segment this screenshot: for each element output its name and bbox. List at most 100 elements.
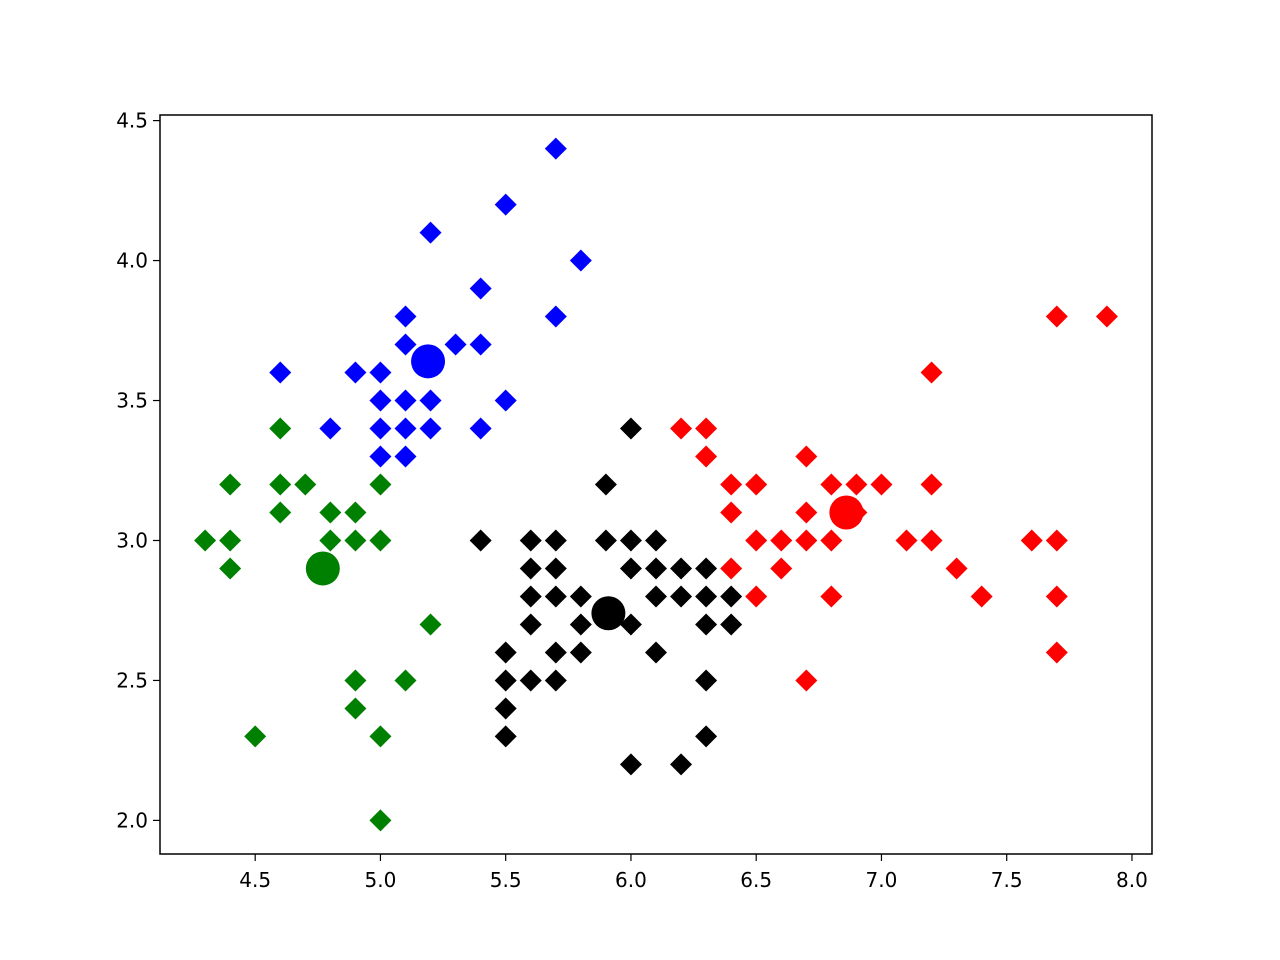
point: [419, 221, 442, 244]
point: [544, 669, 567, 692]
point: [394, 333, 417, 356]
point: [244, 725, 267, 748]
y-tick-label: 2.0: [116, 808, 148, 832]
point: [870, 473, 893, 496]
point: [795, 669, 818, 692]
point: [369, 361, 392, 384]
point: [219, 473, 242, 496]
point: [945, 557, 968, 580]
centroid: [305, 551, 340, 586]
point: [344, 501, 367, 524]
point: [544, 557, 567, 580]
point: [920, 473, 943, 496]
point: [419, 389, 442, 412]
point: [394, 305, 417, 328]
point: [695, 725, 718, 748]
plot-area: [194, 137, 1118, 832]
point: [670, 585, 693, 608]
point: [695, 445, 718, 468]
point: [494, 389, 517, 412]
point: [394, 389, 417, 412]
point: [269, 473, 292, 496]
point: [419, 613, 442, 636]
point: [670, 557, 693, 580]
point: [344, 529, 367, 552]
point: [269, 417, 292, 440]
point: [344, 361, 367, 384]
point: [1095, 305, 1118, 328]
point: [745, 473, 768, 496]
point: [444, 333, 467, 356]
point: [369, 725, 392, 748]
point: [795, 445, 818, 468]
point: [519, 557, 542, 580]
x-tick-label: 5.0: [365, 868, 397, 892]
point: [519, 669, 542, 692]
point: [544, 137, 567, 160]
point: [619, 613, 642, 636]
point: [1045, 529, 1068, 552]
point: [594, 529, 617, 552]
point: [720, 557, 743, 580]
point: [369, 809, 392, 832]
point: [319, 417, 342, 440]
point: [469, 529, 492, 552]
point: [469, 333, 492, 356]
point: [920, 361, 943, 384]
point: [369, 529, 392, 552]
point: [569, 249, 592, 272]
point: [1045, 585, 1068, 608]
point: [695, 417, 718, 440]
point: [720, 501, 743, 524]
point: [1020, 529, 1043, 552]
y-tick-label: 4.5: [116, 109, 148, 133]
point: [469, 277, 492, 300]
point: [645, 529, 667, 552]
point: [820, 529, 843, 552]
point: [795, 501, 818, 524]
point: [619, 417, 642, 440]
point: [645, 585, 667, 608]
centroid: [411, 344, 446, 379]
centroid: [829, 495, 864, 530]
point: [895, 529, 918, 552]
x-tick-label: 7.5: [991, 868, 1023, 892]
point: [645, 641, 667, 664]
point: [519, 585, 542, 608]
x-tick-label: 5.5: [490, 868, 522, 892]
point: [594, 473, 617, 496]
point: [619, 529, 642, 552]
point: [670, 417, 693, 440]
point: [569, 641, 592, 664]
point: [369, 445, 392, 468]
point: [745, 585, 768, 608]
point: [720, 613, 743, 636]
point: [194, 529, 217, 552]
point: [419, 417, 442, 440]
point: [319, 529, 342, 552]
point: [970, 585, 993, 608]
point: [219, 557, 242, 580]
point: [695, 669, 718, 692]
point: [494, 697, 517, 720]
point: [369, 417, 392, 440]
point: [569, 585, 592, 608]
point: [394, 669, 417, 692]
point: [369, 389, 392, 412]
point: [469, 417, 492, 440]
point: [720, 473, 743, 496]
x-tick-label: 7.0: [866, 868, 898, 892]
point: [695, 585, 718, 608]
point: [494, 193, 517, 216]
point: [544, 305, 567, 328]
point: [394, 417, 417, 440]
point: [820, 473, 843, 496]
point: [695, 613, 718, 636]
point: [544, 529, 567, 552]
point: [519, 529, 542, 552]
point: [319, 501, 342, 524]
point: [269, 501, 292, 524]
point: [695, 557, 718, 580]
